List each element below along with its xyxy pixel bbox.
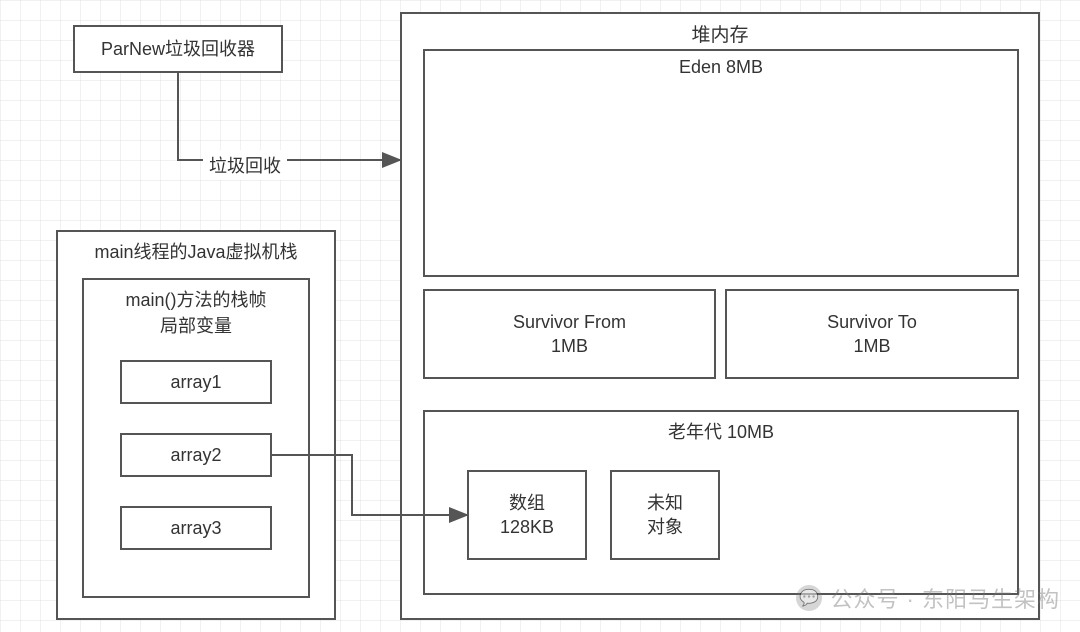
node-oldgen-unknown-label: 未知 对象 <box>612 472 718 558</box>
node-oldgen-array: 数组 128KB <box>467 470 587 560</box>
edge-label-gc: 垃圾回收 <box>203 150 287 180</box>
node-survivor-to-label: Survivor To 1MB <box>727 291 1017 377</box>
node-eden-label: Eden 8MB <box>425 51 1017 78</box>
node-survivor-to: Survivor To 1MB <box>725 289 1019 379</box>
node-oldgen-label: 老年代 10MB <box>425 412 1017 444</box>
node-main-thread-stack-label: main线程的Java虚拟机栈 <box>58 232 334 264</box>
node-main-stack-frame-label: main()方法的栈帧 局部变量 <box>84 280 308 338</box>
node-parnew-gc: ParNew垃圾回收器 <box>73 25 283 73</box>
node-array1-label: array1 <box>122 362 270 402</box>
node-oldgen-unknown: 未知 对象 <box>610 470 720 560</box>
node-heap-label: 堆内存 <box>402 14 1038 47</box>
node-oldgen-array-label: 数组 128KB <box>469 472 585 558</box>
watermark-text: 公众号 · 东阳马生架构 <box>830 582 1060 614</box>
node-parnew-label: ParNew垃圾回收器 <box>75 27 281 71</box>
node-survivor-from-label: Survivor From 1MB <box>425 291 714 377</box>
node-array1: array1 <box>120 360 272 404</box>
node-survivor-from: Survivor From 1MB <box>423 289 716 379</box>
node-array2: array2 <box>120 433 272 477</box>
node-array3: array3 <box>120 506 272 550</box>
node-array3-label: array3 <box>122 508 270 548</box>
watermark: 💬 公众号 · 东阳马生架构 <box>796 582 1060 614</box>
node-array2-label: array2 <box>122 435 270 475</box>
node-eden: Eden 8MB <box>423 49 1019 277</box>
wechat-icon: 💬 <box>796 585 822 611</box>
